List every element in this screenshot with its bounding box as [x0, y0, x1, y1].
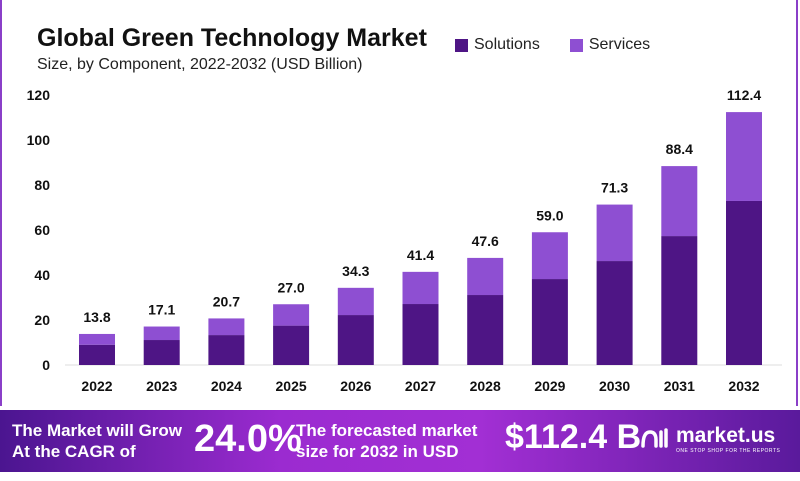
bar-solutions	[661, 236, 698, 365]
bar-services	[467, 257, 504, 296]
bar-services	[79, 333, 115, 345]
legend-item-solutions: Solutions	[455, 36, 540, 54]
bar-services	[273, 304, 310, 326]
data-label: 34.3	[342, 263, 369, 279]
data-label: 20.7	[213, 293, 240, 309]
chart-frame	[0, 0, 798, 406]
bar-services	[208, 318, 245, 336]
data-label: 17.1	[148, 302, 175, 318]
data-label: 13.8	[83, 309, 110, 325]
x-tick-label: 2026	[340, 378, 371, 394]
bar-solutions	[208, 335, 245, 365]
cagr-label-line1: The Market will Grow	[12, 421, 183, 440]
x-tick-label: 2032	[728, 378, 759, 394]
legend-label: Services	[588, 36, 651, 53]
bar-services	[596, 204, 633, 262]
data-label: 88.4	[666, 141, 693, 157]
data-label: 41.4	[407, 247, 434, 263]
y-tick-label: 40	[34, 267, 50, 283]
bar-solutions	[143, 340, 180, 365]
chart-subtitle: Size, by Component, 2022-2032 (USD Billi…	[37, 56, 363, 73]
y-tick-label: 100	[27, 132, 51, 148]
x-tick-label: 2024	[211, 378, 242, 394]
bar-solutions	[337, 315, 374, 365]
chart-title: Global Green Technology Market	[37, 24, 427, 52]
legend-item-services: Services	[569, 36, 651, 54]
x-tick-label: 2027	[405, 378, 436, 394]
bar-solutions	[402, 304, 439, 365]
bar-services	[661, 166, 698, 237]
legend-swatch	[455, 38, 468, 52]
bar-services	[337, 287, 374, 316]
forecast-label: The forecasted market size for 2032 in US…	[296, 420, 477, 462]
x-tick-label: 2023	[146, 378, 177, 394]
legend-label: Solutions	[474, 36, 540, 53]
data-label: 27.0	[277, 279, 304, 295]
legend-swatch	[569, 38, 583, 52]
forecast-label-line2: size for 2032 in USD	[296, 442, 459, 461]
data-label: 112.4	[727, 87, 761, 103]
y-tick-label: 60	[34, 222, 50, 238]
cagr-value: 24.0%	[194, 418, 302, 460]
brand-tagline: ONE STOP SHOP FOR THE REPORTS	[676, 448, 781, 454]
x-tick-label: 2029	[534, 378, 565, 394]
cagr-label: The Market will Grow At the CAGR of	[12, 420, 182, 462]
legend: Solutions Services	[455, 36, 650, 54]
bar-services	[402, 271, 439, 305]
cagr-label-line2: At the CAGR of	[12, 442, 136, 461]
forecast-label-line1: The forecasted market	[296, 421, 478, 440]
data-label: 47.6	[472, 233, 499, 249]
bar-services	[531, 232, 568, 280]
forecast-value: $112.4 B	[505, 418, 642, 456]
y-tick-label: 20	[34, 312, 50, 328]
bar-solutions	[596, 261, 633, 365]
brand-logo: market.us ONE STOP SHOP FOR THE REPORTS	[640, 424, 780, 454]
brand-name: market.us	[676, 424, 776, 447]
y-tick-label: 0	[42, 357, 50, 373]
bar-solutions	[726, 200, 762, 365]
bar-solutions	[467, 295, 504, 365]
y-tick-label: 80	[34, 177, 50, 193]
bar-services	[726, 112, 762, 201]
y-tick-label: 120	[27, 87, 51, 103]
logo-icon	[641, 428, 668, 448]
bar-solutions	[79, 344, 115, 365]
x-tick-label: 2025	[276, 378, 307, 394]
chart-plot: 0 20 40 60 80 100 120 13.8 2022 17.1 2023 20.7 2024 2…	[27, 87, 782, 394]
x-tick-label: 2031	[664, 378, 695, 394]
footer-banner: The Market will Grow At the CAGR of 24.0%…	[0, 410, 800, 472]
bar-services	[143, 326, 180, 341]
x-tick-label: 2030	[599, 378, 630, 394]
x-tick-label: 2022	[81, 378, 112, 394]
bar-solutions	[273, 325, 310, 365]
x-tick-label: 2028	[470, 378, 501, 394]
data-label: 59.0	[536, 207, 563, 223]
bar-solutions	[531, 279, 568, 365]
data-label: 71.3	[601, 180, 628, 196]
